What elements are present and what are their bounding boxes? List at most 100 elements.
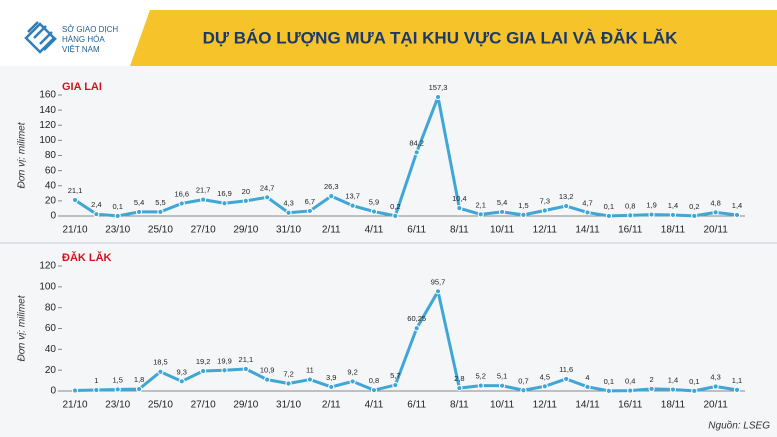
x-tick-label: 20/11 (703, 225, 728, 236)
y-tick-label: 0 (50, 386, 56, 397)
point (648, 211, 655, 218)
value-label: 5,5 (155, 198, 165, 207)
point (541, 383, 548, 390)
point (413, 149, 420, 156)
x-tick-label: 27/10 (191, 225, 216, 236)
y-tick-label: 40 (45, 344, 57, 355)
value-label: 5,9 (369, 198, 379, 207)
x-tick-label: 8/11 (450, 225, 469, 236)
value-label: 21,7 (196, 186, 211, 195)
value-label: 19,2 (196, 357, 211, 366)
value-label: 24,7 (260, 183, 275, 192)
value-label: 26,3 (324, 182, 339, 191)
x-tick-label: 18/11 (661, 225, 686, 236)
value-label: 21,1 (68, 186, 83, 195)
value-label: 95,7 (431, 277, 446, 286)
value-label: 18,5 (153, 358, 168, 367)
point (242, 365, 249, 373)
value-label: 157,3 (429, 83, 448, 92)
x-tick-label: 25/10 (148, 225, 173, 236)
x-tick-label: 12/11 (533, 225, 558, 236)
point (157, 208, 164, 215)
value-label: 9,2 (347, 367, 357, 376)
point (584, 209, 591, 216)
point (306, 376, 314, 383)
y-tick-label: 60 (45, 323, 57, 334)
x-tick-label: 23/10 (105, 225, 130, 236)
x-tick-label: 8/11 (450, 400, 469, 411)
x-tick-label: 4/11 (365, 225, 384, 236)
x-tick-label: 4/11 (365, 400, 384, 411)
value-label: 0,1 (112, 202, 122, 211)
x-tick-label: 31/10 (276, 225, 301, 236)
value-label: 4,8 (710, 198, 720, 207)
point (712, 209, 719, 216)
x-tick-label: 23/10 (105, 400, 130, 411)
y-tick-label: 0 (50, 211, 56, 222)
point (114, 386, 121, 393)
y-tick-label: 80 (45, 302, 57, 313)
y-tick-label: 20 (45, 365, 57, 376)
value-label: 19,9 (217, 356, 232, 365)
y-tick-label: 100 (39, 281, 56, 292)
point (477, 211, 484, 218)
value-label: 1,4 (668, 201, 678, 210)
value-label: 1,4 (668, 376, 678, 385)
x-tick-label: 2/11 (322, 225, 341, 236)
point (285, 380, 292, 387)
value-label: 1,1 (732, 376, 742, 385)
value-label: 4,7 (582, 198, 592, 207)
point (392, 212, 399, 219)
x-tick-label: 25/10 (148, 400, 173, 411)
value-label: 4,5 (540, 372, 550, 381)
y-tick-label: 80 (45, 150, 57, 161)
point (71, 387, 79, 394)
point (712, 383, 719, 390)
point (584, 383, 591, 390)
x-tick-label: 16/11 (618, 400, 643, 411)
value-label: 4,3 (283, 199, 293, 208)
point (200, 196, 207, 203)
value-label: 5,1 (497, 372, 507, 381)
x-tick-label: 6/11 (407, 225, 426, 236)
point (93, 386, 100, 394)
x-tick-label: 27/10 (191, 400, 216, 411)
value-label: 1,5 (112, 375, 122, 384)
value-label: 7,3 (540, 196, 550, 205)
point (541, 207, 548, 214)
value-label: 1,4 (732, 201, 742, 210)
x-tick-label: 14/11 (575, 225, 600, 236)
line (74, 95, 738, 218)
value-label: 84,2 (409, 138, 424, 147)
title-band (130, 10, 777, 66)
point (434, 93, 442, 101)
point (392, 381, 399, 389)
value-label: 2,1 (476, 200, 486, 209)
value-label: 0,1 (604, 202, 614, 211)
value-label: 5,4 (497, 198, 507, 207)
panel-title: GIA LAI (62, 81, 102, 93)
value-label: 7,2 (283, 369, 293, 378)
point (135, 386, 143, 393)
point (456, 384, 463, 392)
value-label: 13,7 (345, 192, 360, 201)
point (669, 386, 677, 393)
x-tick-label: 2/11 (322, 400, 341, 411)
value-label: 2,8 (454, 374, 464, 383)
point (221, 200, 228, 207)
point (733, 386, 741, 393)
point (264, 194, 271, 201)
y-tick-label: 40 (45, 180, 57, 191)
x-tick-label: 31/10 (276, 400, 301, 411)
value-label: 16,6 (174, 189, 189, 198)
logo-text: VIỆT NAM (62, 45, 100, 54)
point (178, 200, 185, 207)
point (328, 383, 335, 391)
value-label: 20 (242, 187, 250, 196)
value-label: 5,7 (390, 371, 400, 380)
y-axis-label: Đơn vị: milimet (17, 294, 28, 361)
x-tick-label: 10/11 (490, 225, 515, 236)
value-label: 16,9 (217, 189, 232, 198)
line (74, 289, 738, 393)
